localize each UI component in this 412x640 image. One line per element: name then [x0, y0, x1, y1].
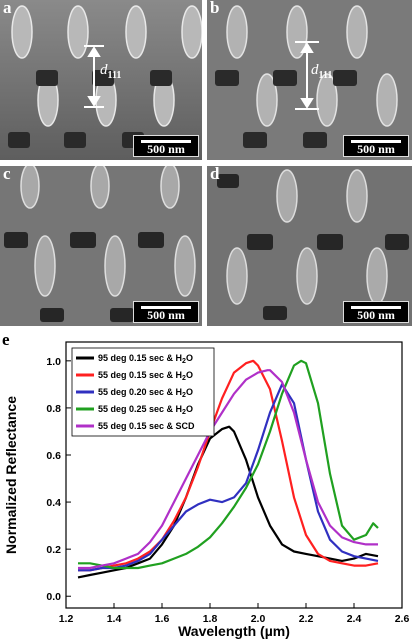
x-tick-label: 1.6 — [155, 613, 170, 625]
x-tick-label: 2.2 — [299, 613, 314, 625]
d-symbol: d — [100, 62, 108, 78]
sem-panel-c: c 500 nm — [0, 166, 202, 326]
d-subscript: 111 — [107, 70, 122, 81]
scale-line — [141, 140, 191, 143]
scale-line — [351, 140, 401, 143]
panel-label-a: a — [3, 0, 12, 17]
d-symbol: d — [311, 62, 319, 78]
y-axis-label: Normalized Reflectance — [3, 396, 19, 554]
scale-bar-c: 500 nm — [133, 301, 199, 323]
scale-text-c: 500 nm — [147, 308, 185, 322]
sem-image-b — [207, 0, 412, 160]
scale-text-d: 500 nm — [357, 308, 395, 322]
reflectance-chart: 1.2 1.4 1.6 1.8 2.0 2.2 2.4 2.6 0.0 0.2 0.4 0.6 0.8 1… — [3, 341, 410, 639]
panel-label-c: c — [3, 166, 11, 183]
y-tick-label: 0.4 — [46, 497, 61, 509]
scale-bar-d: 500 nm — [343, 301, 409, 323]
legend-entry-4: 55 deg 0.25 sec & H2O — [98, 404, 193, 416]
panel-label-e: e — [2, 330, 10, 349]
legend-entry-3: 55 deg 0.20 sec & H2O — [98, 387, 193, 399]
y-tick-label: 0.8 — [46, 403, 61, 415]
y-tick-label: 0.0 — [46, 591, 61, 603]
scale-line — [351, 306, 401, 309]
legend-entry-2: 55 deg 0.15 sec & H2O — [98, 370, 193, 382]
x-axis-label: Wavelength (µm) — [178, 623, 290, 639]
x-tick-label: 2.4 — [347, 613, 362, 625]
x-tick-label: 2.0 — [251, 613, 266, 625]
scale-text-a: 500 nm — [147, 142, 185, 156]
series-line-5 — [78, 369, 378, 570]
sem-image-d — [207, 166, 412, 326]
x-tick-label: 1.8 — [203, 613, 218, 625]
d111-annotation-b: d111 — [311, 62, 332, 81]
d111-annotation-a: d111 — [100, 62, 121, 81]
x-tick-label: 2.6 — [395, 613, 410, 625]
series-line-2 — [78, 359, 379, 572]
legend-box — [71, 347, 215, 437]
x-tick-label: 1.4 — [107, 613, 122, 625]
d-subscript: 111 — [318, 70, 333, 81]
y-tick-label: 1.0 — [46, 356, 61, 368]
x-tick-label: 1.2 — [59, 613, 74, 625]
series-line-1 — [77, 425, 379, 579]
legend-entry-5: 55 deg 0.15 sec & SCD — [98, 421, 195, 431]
panel-label-b: b — [210, 0, 220, 17]
y-tick-label: 0.2 — [46, 544, 61, 556]
series-line-3 — [78, 383, 379, 572]
sem-panel-a: a d111 500 nm — [0, 0, 202, 160]
scale-bar-a: 500 nm — [133, 135, 199, 157]
sem-panel-d: d 500 nm — [207, 166, 412, 326]
scale-line — [141, 306, 191, 309]
sem-panel-b: b d111 500 nm — [207, 0, 412, 160]
legend-entry-1: 95 deg 0.15 sec & H2O — [98, 353, 193, 365]
scale-bar-b: 500 nm — [343, 135, 409, 157]
scale-text-b: 500 nm — [357, 142, 395, 156]
sem-image-c — [0, 166, 202, 326]
panel-label-d: d — [210, 166, 220, 183]
series-line-4 — [78, 359, 379, 570]
plot-frame — [65, 341, 403, 609]
sem-image-a — [0, 0, 202, 160]
y-tick-label: 0.6 — [46, 450, 61, 462]
